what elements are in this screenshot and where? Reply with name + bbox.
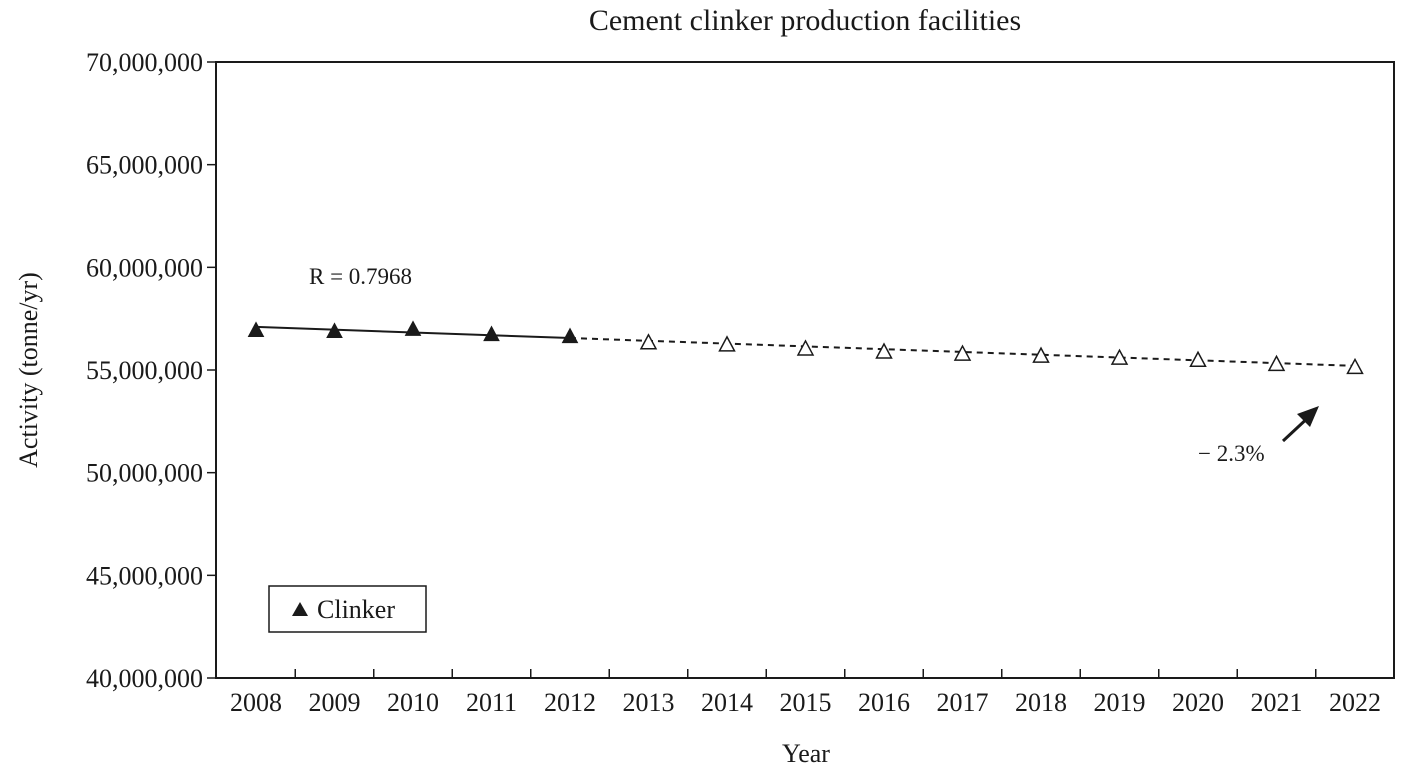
projected-data-point: [718, 335, 736, 352]
arrow-annotation: [1281, 406, 1319, 443]
projected-data-point: [639, 333, 658, 350]
y-tick-label: 45,000,000: [86, 561, 203, 590]
projected-data-point: [1346, 357, 1364, 375]
y-tick-label: 60,000,000: [86, 253, 203, 282]
data-point: [404, 320, 422, 336]
y-axis: 40,000,000 45,000,000 50,000,000 55,000,000…: [86, 48, 216, 693]
projected-data-point: [875, 342, 893, 359]
legend: Clinker: [268, 585, 427, 633]
legend-label: Clinker: [317, 595, 395, 624]
y-tick-label: 70,000,000: [86, 48, 203, 77]
y-tick-label: 55,000,000: [86, 356, 203, 385]
projected-data-point: [1032, 346, 1050, 363]
x-tick-label: 2016: [858, 688, 910, 717]
data-point: [561, 327, 579, 344]
x-axis: 2008 2009 2010 2011 2012 2013 2014 2015 2016 2017…: [230, 669, 1381, 717]
x-tick-label: 2019: [1094, 688, 1146, 717]
projected-data-point: [796, 339, 815, 356]
x-tick-label: 2022: [1329, 688, 1381, 717]
x-tick-label: 2009: [309, 688, 361, 717]
data-point: [483, 325, 500, 342]
data-point: [326, 322, 343, 338]
data-point: [247, 321, 265, 337]
projected-data-point: [1189, 350, 1207, 367]
x-tick-label: 2018: [1015, 688, 1067, 717]
legend-triangle-icon: [292, 602, 308, 616]
x-tick-label: 2014: [701, 688, 753, 717]
trendline-dashed: [569, 337, 1356, 367]
data-markers: [247, 320, 1364, 375]
x-axis-label: Year: [782, 739, 830, 768]
y-axis-label: Activity (tonne/yr): [14, 272, 43, 468]
x-tick-label: 2017: [937, 688, 989, 717]
projected-data-point: [953, 344, 972, 361]
x-tick-label: 2012: [544, 688, 596, 717]
y-tick-label: 50,000,000: [86, 459, 203, 488]
percent-change-annotation: − 2.3%: [1198, 441, 1265, 466]
projected-data-point: [1267, 354, 1286, 372]
x-tick-label: 2021: [1251, 688, 1303, 717]
legend-box: [268, 585, 427, 633]
r-value-annotation: R = 0.7968: [309, 264, 412, 289]
x-tick-label: 2015: [780, 688, 832, 717]
y-tick-label: 40,000,000: [86, 664, 203, 693]
x-tick-label: 2013: [623, 688, 675, 717]
x-tick-label: 2010: [387, 688, 439, 717]
x-tick-label: 2020: [1172, 688, 1224, 717]
x-tick-label: 2011: [466, 688, 517, 717]
y-tick-label: 65,000,000: [86, 151, 203, 180]
chart-title: Cement clinker production facilities: [589, 4, 1021, 37]
projected-data-point: [1110, 348, 1129, 365]
x-tick-label: 2008: [230, 688, 282, 717]
